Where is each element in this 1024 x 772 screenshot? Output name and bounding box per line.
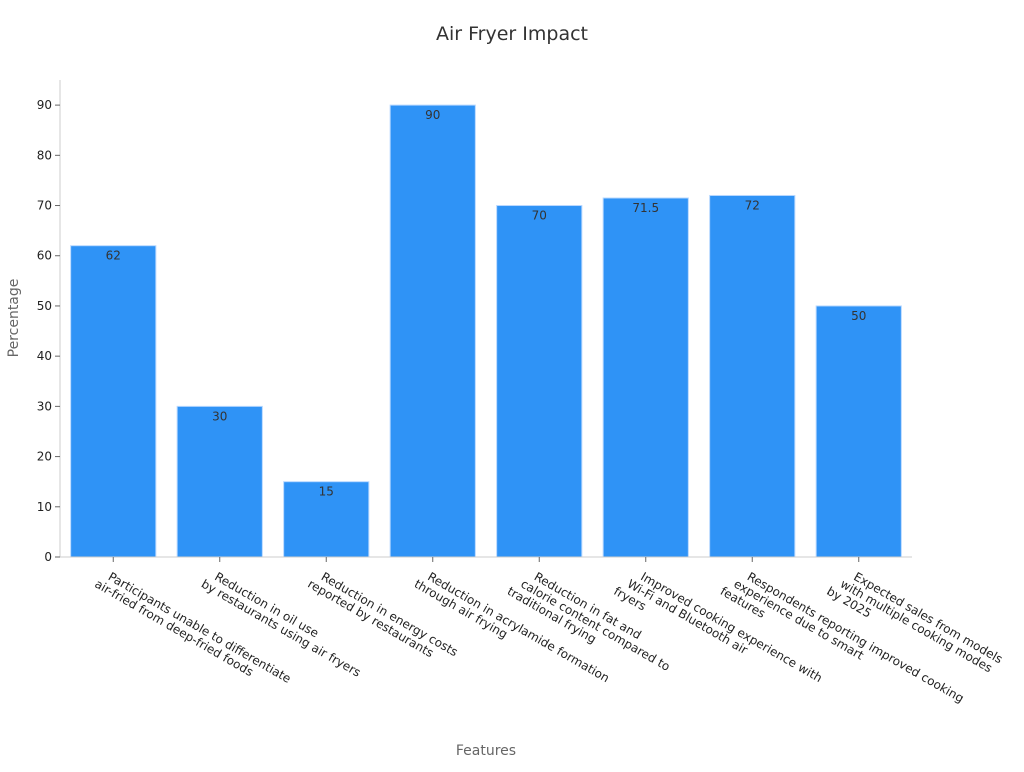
x-tick-label-line: with multiple cooking modes	[838, 577, 995, 676]
y-tick-label: 30	[37, 399, 52, 413]
bar-value-label: 90	[425, 108, 440, 122]
bar[interactable]	[815, 305, 902, 558]
y-tick-label: 50	[37, 299, 52, 313]
x-axis-title: Features	[456, 743, 516, 759]
bar[interactable]	[602, 197, 689, 558]
y-axis: 0 10 20 30 40 50 60 70 80 90	[37, 80, 61, 564]
bar-value-label: 62	[106, 249, 121, 263]
bar-value-label: 70	[532, 209, 547, 223]
y-tick-label: 0	[44, 550, 52, 564]
x-axis: Participants unable to differentiateair-…	[60, 556, 1005, 705]
y-tick-label: 80	[37, 148, 52, 162]
bar-value-label: 15	[319, 485, 334, 499]
bar-value-label: 71.5	[632, 201, 659, 215]
bar-value-label: 50	[851, 309, 866, 323]
bars-group: 62 30 15 90 70 71.5 72 50	[70, 104, 902, 558]
y-axis-title: Percentage	[6, 279, 22, 358]
y-tick-label: 40	[37, 349, 52, 363]
bar[interactable]	[709, 194, 796, 558]
y-tick-label: 60	[37, 249, 52, 263]
bar[interactable]	[176, 405, 263, 558]
y-tick-label: 70	[37, 199, 52, 213]
bar[interactable]	[283, 481, 370, 558]
y-tick-label: 90	[37, 98, 52, 112]
bar[interactable]	[70, 245, 157, 558]
bar-value-label: 72	[745, 198, 760, 212]
x-tick-label: Participants unable to differentiateair-…	[92, 569, 293, 685]
bar-value-label: 30	[212, 409, 227, 423]
y-tick-label: 10	[37, 500, 52, 514]
y-tick-label: 20	[37, 450, 52, 464]
bar[interactable]	[496, 205, 583, 558]
bar[interactable]	[389, 104, 476, 558]
chart-title: Air Fryer Impact	[436, 23, 588, 45]
